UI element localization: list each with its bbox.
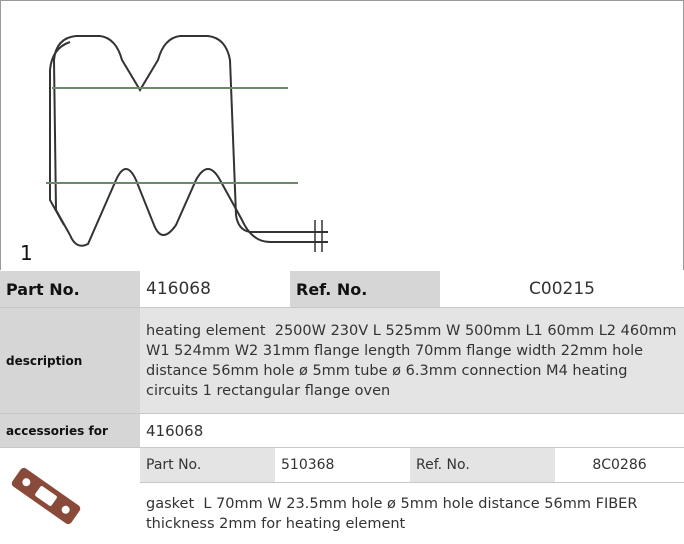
- accessories-label: accessories for: [0, 414, 140, 447]
- row-separator: [0, 307, 684, 308]
- row-separator: [0, 447, 684, 448]
- part-no: 416068: [140, 271, 290, 307]
- description-label: description: [0, 308, 140, 413]
- accessory-image-cell: [0, 448, 140, 544]
- acc-text: gasket L 70mm W 23.5mm hole ø 5mm hole d…: [140, 483, 684, 544]
- gasket-image: [11, 467, 81, 525]
- acc-ref-no-label: Ref. No.: [410, 448, 555, 482]
- description-text: heating element 2500W 230V L 525mm W 500…: [140, 308, 684, 413]
- row-separator: [140, 482, 684, 483]
- heating-element-image: [46, 35, 328, 252]
- row-separator: [0, 413, 684, 414]
- ref-no-label: Ref. No.: [290, 271, 440, 307]
- figure-label: 1: [20, 241, 33, 265]
- part-no-label: Part No.: [0, 271, 140, 307]
- ref-no: C00215: [440, 271, 684, 307]
- acc-part-no-label: Part No.: [140, 448, 275, 482]
- accessories-value: 416068: [140, 414, 684, 447]
- acc-part-no: 510368: [275, 448, 410, 482]
- acc-ref-no: 8C0286: [555, 448, 684, 482]
